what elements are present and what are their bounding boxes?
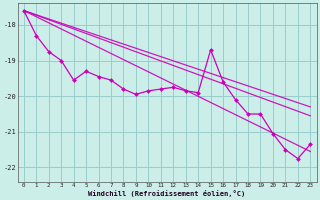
Point [245,112,251,116]
X-axis label: Windchill (Refroidissement éolien,°C): Windchill (Refroidissement éolien,°C) [88,190,246,197]
Point [208,48,213,51]
Point [283,148,288,151]
Point [133,93,139,96]
Point [46,50,51,53]
Point [121,87,126,91]
Point [96,75,101,78]
Point [196,91,201,94]
Point [183,89,188,92]
Point [84,70,89,73]
Point [71,79,76,82]
Point [270,132,276,135]
Point [59,59,64,62]
Point [171,86,176,89]
Point [258,112,263,116]
Point [233,98,238,101]
Point [220,80,226,84]
Point [146,89,151,92]
Point [308,143,313,146]
Point [295,157,300,160]
Point [158,87,164,91]
Point [34,34,39,37]
Point [21,9,26,12]
Point [108,79,114,82]
